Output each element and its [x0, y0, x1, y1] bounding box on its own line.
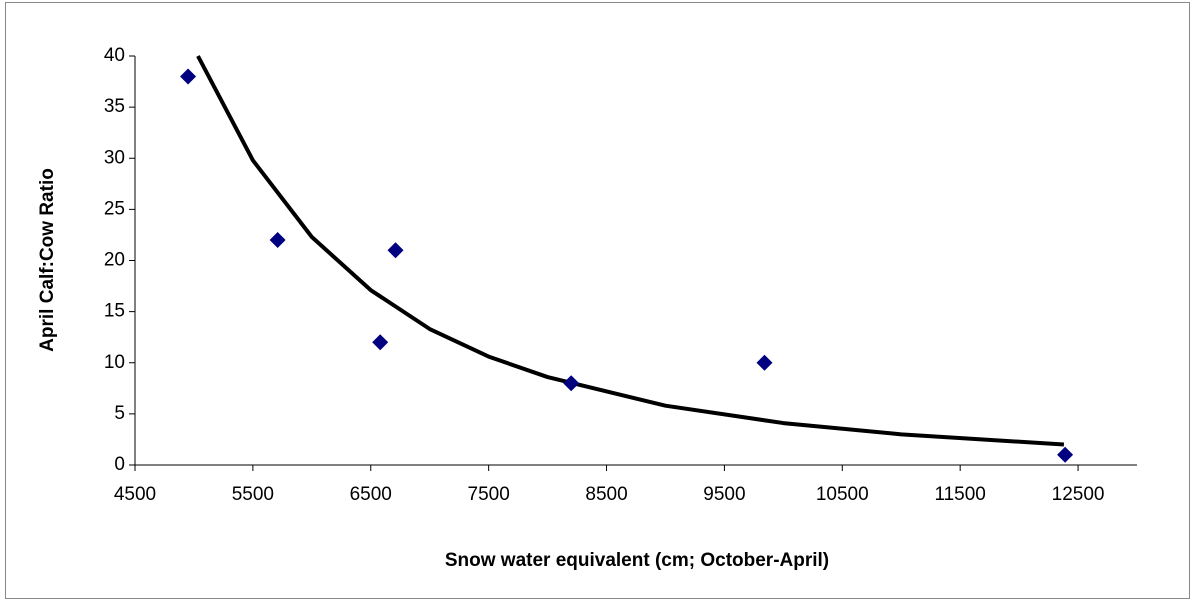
chart-border — [5, 2, 1190, 599]
x-tick-label: 11500 — [934, 484, 985, 505]
x-tick-label: 4500 — [114, 484, 156, 505]
x-tick-label: 7500 — [468, 484, 510, 505]
y-axis-title: April Calf:Cow Ratio — [37, 168, 58, 352]
y-tick-label: 35 — [104, 96, 125, 117]
y-tick-label: 10 — [104, 352, 125, 373]
scatter-point — [756, 354, 773, 371]
x-tick-label: 6500 — [350, 484, 392, 505]
scatter-point — [180, 68, 197, 85]
scatter-point — [563, 375, 580, 392]
y-tick-label: 5 — [114, 403, 125, 424]
scatter-point — [372, 334, 389, 351]
scatter-point — [269, 232, 286, 249]
y-tick-label: 25 — [104, 198, 125, 219]
scatter-point — [387, 242, 404, 259]
trend-line — [196, 55, 1065, 447]
x-tick-label: 12500 — [1052, 484, 1105, 505]
x-tick-label: 8500 — [585, 484, 627, 505]
y-tick-label: 0 — [114, 454, 125, 475]
scatter-point — [1057, 446, 1074, 463]
y-tick-label: 40 — [104, 45, 125, 66]
x-tick-label: 5500 — [232, 484, 274, 505]
x-tick-label: 9500 — [703, 484, 745, 505]
x-tick-label: 10500 — [816, 484, 869, 505]
y-tick-label: 30 — [104, 147, 125, 168]
y-tick-label: 15 — [104, 301, 125, 322]
x-axis-title: Snow water equivalent (cm; October-April… — [445, 550, 829, 571]
y-tick-label: 20 — [104, 250, 125, 271]
